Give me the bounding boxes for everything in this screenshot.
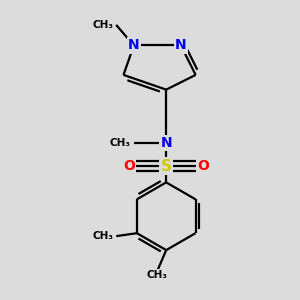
- Text: N: N: [128, 38, 140, 52]
- Text: CH₃: CH₃: [110, 138, 131, 148]
- Text: CH₃: CH₃: [92, 20, 113, 30]
- Text: N: N: [175, 38, 187, 52]
- Text: N: N: [160, 136, 172, 150]
- Text: O: O: [124, 159, 135, 173]
- Text: CH₃: CH₃: [147, 270, 168, 280]
- Text: CH₃: CH₃: [92, 231, 113, 241]
- Text: O: O: [197, 159, 209, 173]
- Text: S: S: [161, 159, 172, 174]
